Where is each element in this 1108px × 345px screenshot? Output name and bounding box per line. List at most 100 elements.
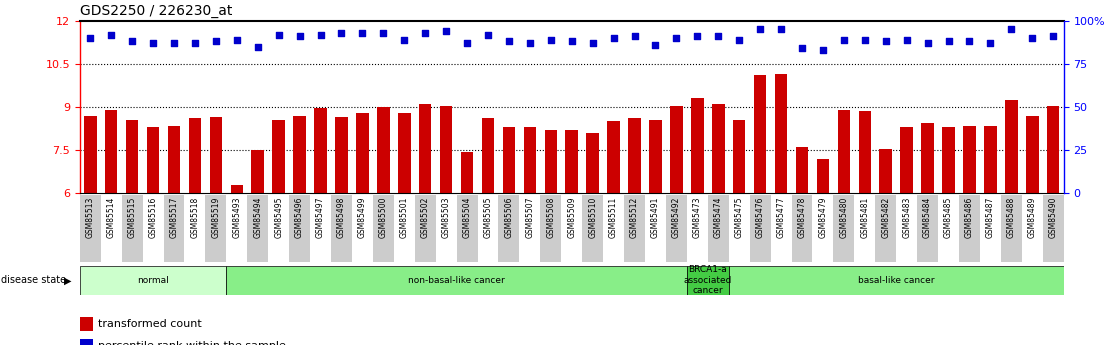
Bar: [687, 195, 708, 262]
Bar: [393, 195, 414, 262]
Text: GSM85489: GSM85489: [1028, 197, 1037, 238]
Bar: [708, 195, 729, 262]
Text: GSM85518: GSM85518: [191, 197, 199, 238]
Text: GSM85492: GSM85492: [671, 197, 681, 238]
Bar: [541, 195, 562, 262]
Text: GSM85497: GSM85497: [316, 197, 325, 238]
Point: [459, 40, 476, 46]
Point: [542, 37, 560, 42]
Bar: [209, 117, 222, 193]
Point: [647, 42, 665, 48]
Bar: [628, 118, 640, 193]
Bar: [435, 195, 456, 262]
Bar: [896, 195, 917, 262]
Point: [332, 30, 350, 36]
Bar: [833, 195, 854, 262]
Point: [186, 40, 204, 46]
Text: basal-like cancer: basal-like cancer: [858, 276, 934, 285]
Bar: [544, 130, 557, 193]
Bar: [315, 108, 327, 193]
Text: GSM85487: GSM85487: [986, 197, 995, 238]
Bar: [226, 266, 687, 295]
Bar: [607, 121, 619, 193]
Bar: [226, 195, 247, 262]
Bar: [247, 195, 268, 262]
Point: [940, 39, 957, 44]
Bar: [565, 130, 578, 193]
Text: GSM85479: GSM85479: [819, 197, 828, 238]
Bar: [750, 195, 770, 262]
Point: [290, 33, 308, 39]
Text: GSM85475: GSM85475: [735, 197, 743, 238]
Bar: [922, 123, 934, 193]
Text: GSM85512: GSM85512: [630, 197, 639, 238]
Bar: [645, 195, 666, 262]
Text: GSM85505: GSM85505: [483, 197, 492, 238]
Text: ▶: ▶: [64, 275, 72, 285]
Point: [269, 32, 287, 37]
Bar: [880, 149, 892, 193]
Text: BRCA1-a
associated
cancer: BRCA1-a associated cancer: [684, 265, 732, 295]
Bar: [838, 110, 850, 193]
Text: GSM85477: GSM85477: [777, 197, 786, 238]
Point: [123, 39, 141, 44]
Point: [876, 39, 894, 44]
Bar: [80, 339, 93, 345]
Text: GSM85481: GSM85481: [860, 197, 870, 238]
Bar: [164, 195, 184, 262]
Bar: [649, 120, 661, 193]
Bar: [984, 126, 997, 193]
Bar: [352, 195, 373, 262]
Bar: [901, 127, 913, 193]
Bar: [624, 195, 645, 262]
Bar: [942, 127, 955, 193]
Bar: [729, 195, 750, 262]
Bar: [732, 120, 746, 193]
Point: [730, 37, 748, 42]
Bar: [188, 118, 202, 193]
Point: [207, 39, 225, 44]
Bar: [875, 195, 896, 262]
Bar: [1001, 195, 1022, 262]
Point: [856, 37, 874, 42]
Text: GSM85509: GSM85509: [567, 197, 576, 238]
Text: GSM85513: GSM85513: [85, 197, 95, 238]
Text: GSM85484: GSM85484: [923, 197, 932, 238]
Bar: [336, 117, 348, 193]
Point: [249, 44, 267, 49]
Bar: [503, 127, 515, 193]
Point: [81, 35, 99, 41]
Bar: [146, 127, 160, 193]
Bar: [938, 195, 960, 262]
Bar: [252, 150, 264, 193]
Text: GSM85482: GSM85482: [881, 197, 890, 238]
Point: [417, 30, 434, 36]
Point: [751, 27, 769, 32]
Text: GSM85508: GSM85508: [546, 197, 555, 238]
Bar: [331, 195, 352, 262]
Point: [1024, 35, 1042, 41]
Bar: [105, 110, 117, 193]
Bar: [143, 195, 164, 262]
Bar: [122, 195, 143, 262]
Bar: [979, 195, 1001, 262]
Bar: [373, 195, 393, 262]
Bar: [499, 195, 520, 262]
Point: [667, 35, 685, 41]
Point: [793, 46, 811, 51]
Bar: [796, 147, 808, 193]
Bar: [482, 118, 494, 193]
Text: GSM85483: GSM85483: [902, 197, 911, 238]
Bar: [80, 317, 93, 331]
Point: [605, 35, 623, 41]
Point: [563, 39, 581, 44]
Point: [814, 47, 832, 53]
Bar: [712, 104, 725, 193]
Bar: [963, 126, 976, 193]
Text: GSM85495: GSM85495: [274, 197, 284, 238]
Bar: [289, 195, 310, 262]
Point: [584, 40, 602, 46]
Point: [688, 33, 706, 39]
Bar: [753, 75, 767, 193]
Text: GSM85494: GSM85494: [254, 197, 263, 238]
